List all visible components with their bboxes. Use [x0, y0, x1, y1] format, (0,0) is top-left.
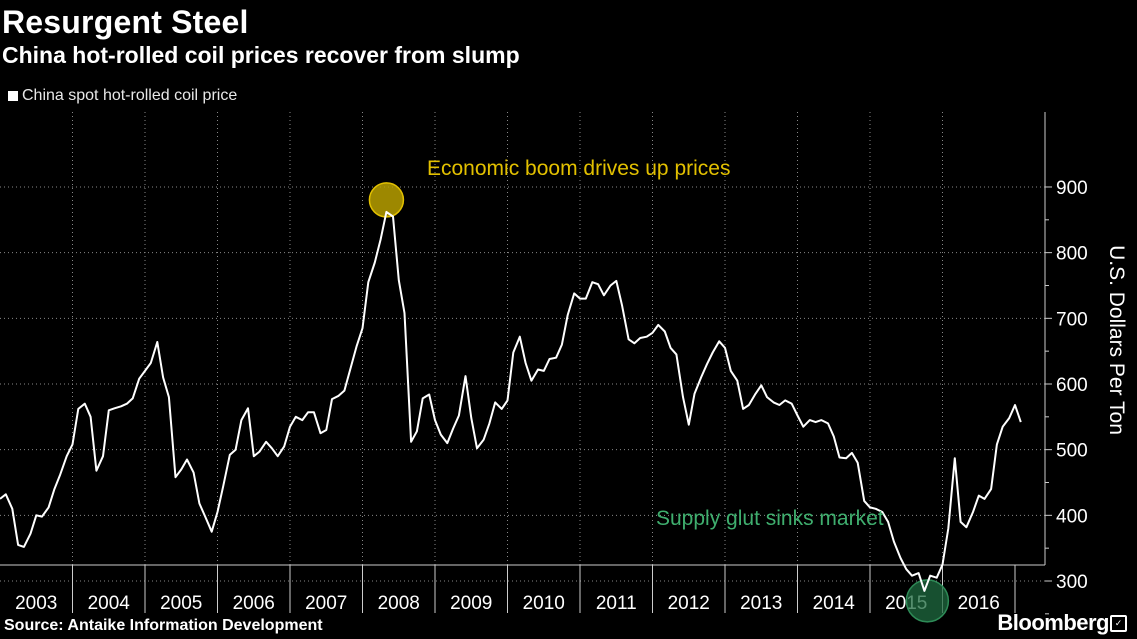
legend-swatch	[8, 91, 18, 101]
x-tick-label: 2006	[233, 593, 275, 614]
legend-label: China spot hot-rolled coil price	[22, 87, 238, 104]
x-tick-label: 2010	[523, 593, 565, 614]
chart-title: Resurgent Steel	[2, 4, 249, 40]
annotation-marker-boom	[368, 182, 405, 218]
x-tick-label: 2014	[813, 593, 856, 614]
x-tick-label: 2003	[15, 593, 57, 614]
x-tick-label: 2009	[450, 593, 492, 614]
x-tick-label: 2007	[305, 593, 347, 614]
y-tick-label: 900	[1056, 178, 1088, 199]
x-tick-label: 2008	[378, 593, 420, 614]
y-axis-label: U.S. Dollars Per Ton	[1105, 245, 1128, 435]
y-tick-label: 700	[1056, 309, 1088, 330]
y-tick-label: 400	[1056, 506, 1088, 527]
brand-logo: Bloomberg	[997, 610, 1109, 635]
x-tick-label: 2013	[740, 593, 782, 614]
annotation-label-glut: Supply glut sinks market	[656, 507, 884, 530]
x-tick-label: 2004	[88, 593, 131, 614]
x-tick-label: 2011	[596, 593, 637, 614]
x-tick-label: 2016	[958, 593, 1000, 614]
legend: China spot hot-rolled coil price	[8, 87, 237, 105]
source-note: Source: Antaike Information Development	[4, 617, 323, 634]
x-tick-label: 2005	[160, 593, 202, 614]
annotation-label-boom: Economic boom drives up prices	[427, 157, 730, 180]
y-tick-label: 300	[1056, 572, 1088, 593]
y-tick-label: 600	[1056, 375, 1088, 396]
y-tick-label: 800	[1056, 244, 1088, 265]
y-tick-label: 500	[1056, 441, 1088, 462]
price-line	[0, 210, 1022, 592]
chart-subtitle: China hot-rolled coil prices recover fro…	[2, 42, 520, 68]
x-tick-label: 2012	[668, 593, 710, 614]
annotation-marker-glut	[905, 579, 950, 623]
bloomberg-icon: ✓	[1110, 615, 1127, 632]
